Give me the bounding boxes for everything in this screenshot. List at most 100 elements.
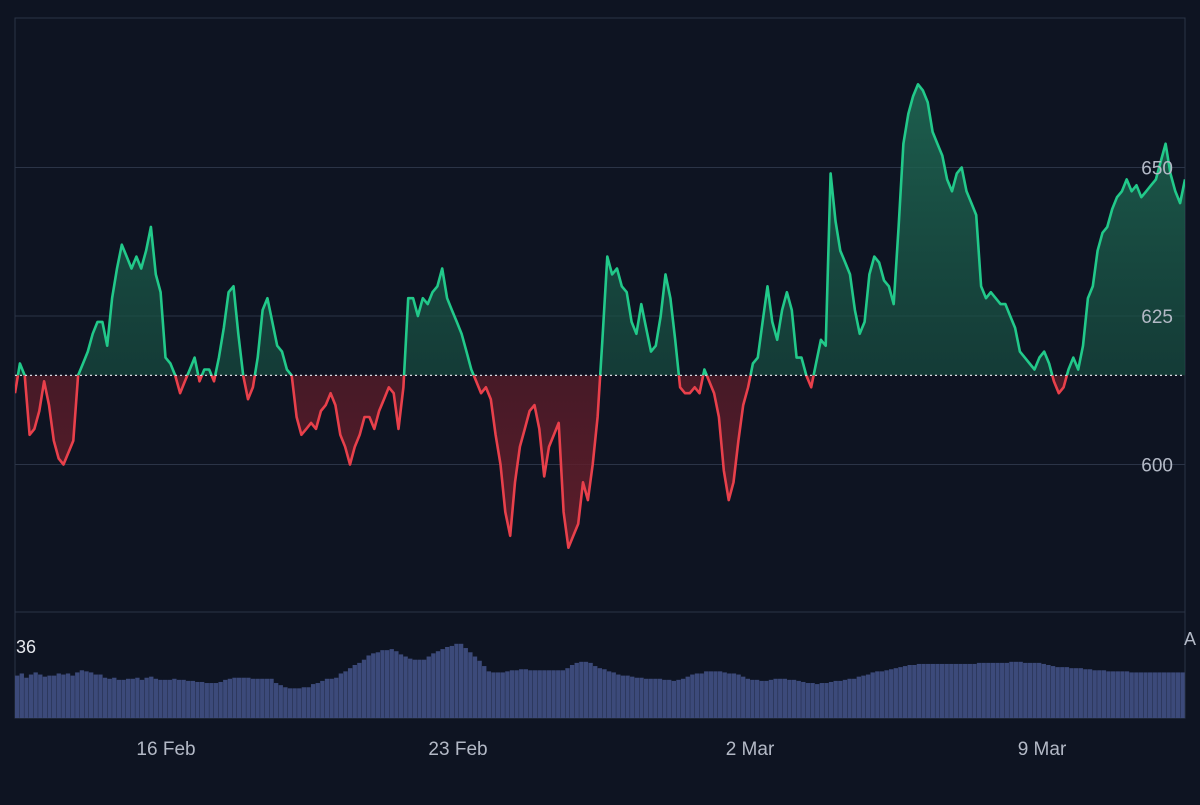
volume-bar xyxy=(583,661,589,718)
volume-bar xyxy=(893,668,898,718)
volume-bar xyxy=(1064,667,1070,718)
volume-bar xyxy=(1027,662,1033,718)
volume-bar xyxy=(357,662,362,718)
volume-bar xyxy=(1074,668,1079,718)
volume-bar xyxy=(463,648,468,718)
volume-bar xyxy=(1124,671,1130,718)
volume-bar xyxy=(532,670,538,718)
volume-bar xyxy=(875,671,880,718)
volume-bar xyxy=(241,677,246,718)
volume-bar xyxy=(694,673,700,718)
volume-bar xyxy=(255,678,260,718)
volume-bar xyxy=(491,672,496,718)
volume-bar xyxy=(139,679,145,718)
volume-bar xyxy=(787,679,792,718)
volume-bar xyxy=(1032,662,1037,718)
volume-bar xyxy=(662,679,667,718)
volume-bar xyxy=(421,659,427,718)
volume-bar xyxy=(412,659,418,718)
volume-bar xyxy=(199,681,205,718)
volume-bar xyxy=(685,676,690,718)
volume-bar xyxy=(981,662,986,718)
volume-bar xyxy=(190,680,196,718)
volume-bar xyxy=(329,678,334,718)
volume-bar xyxy=(810,683,815,718)
x-tick-label-2: 2 Mar xyxy=(726,739,775,760)
volume-bar xyxy=(1175,672,1181,718)
volume-bar xyxy=(366,655,371,718)
volume-bar xyxy=(1092,670,1097,718)
volume-bar xyxy=(61,674,66,718)
volume-bar xyxy=(796,680,801,718)
volume-bar xyxy=(852,678,857,718)
x-tick-label-1: 23 Feb xyxy=(428,739,487,760)
volume-bar xyxy=(209,683,214,718)
volume-bar xyxy=(958,663,963,718)
volume-bar xyxy=(912,665,917,718)
volume-bar xyxy=(167,679,172,718)
volume-bar xyxy=(130,678,135,718)
volume-bar xyxy=(542,670,547,718)
volume-bar xyxy=(482,666,487,718)
volume-bar xyxy=(172,678,177,718)
volume-bar xyxy=(967,663,972,718)
volume-bar xyxy=(602,669,607,718)
volume-right-label: A xyxy=(1184,629,1196,649)
volume-bar xyxy=(574,662,579,718)
volume-bar xyxy=(990,662,996,718)
volume-bar xyxy=(1041,663,1046,718)
volume-bar xyxy=(611,672,616,718)
volume-bar xyxy=(1004,662,1009,718)
volume-bar xyxy=(223,679,228,718)
volume-bar xyxy=(28,674,34,718)
volume-bar xyxy=(398,654,404,718)
volume-bar xyxy=(1115,671,1120,718)
volume-bar xyxy=(1046,665,1051,718)
volume-bar xyxy=(847,678,852,718)
volume-bar xyxy=(556,670,561,718)
volume-bar xyxy=(704,671,709,718)
volume-bar xyxy=(722,672,727,718)
volume-bar xyxy=(70,675,75,718)
volume-bar xyxy=(676,679,681,718)
volume-bar xyxy=(824,683,829,718)
volume-bar xyxy=(195,681,200,718)
volume-bar xyxy=(1134,672,1139,718)
volume-bar xyxy=(315,683,320,718)
volume-bar xyxy=(514,670,519,718)
volume-bar xyxy=(519,669,524,718)
volume-bar xyxy=(648,678,653,718)
volume-bar xyxy=(213,683,219,718)
volume-bar xyxy=(232,677,237,718)
volume-bar xyxy=(505,671,510,718)
y-tick-label-600: 600 xyxy=(1141,456,1173,477)
volume-bar xyxy=(551,670,556,718)
volume-bar xyxy=(93,674,98,718)
y-tick-label-625: 625 xyxy=(1141,307,1173,328)
volume-bar xyxy=(19,673,24,718)
volume-bar xyxy=(472,656,478,718)
volume-bar xyxy=(218,681,223,718)
volume-bar xyxy=(42,676,48,718)
volume-bar xyxy=(445,646,450,718)
volume-bar xyxy=(269,678,274,718)
volume-bar xyxy=(125,678,131,718)
volume-bar xyxy=(1087,669,1093,718)
volume-bar xyxy=(38,674,43,718)
volume-bar xyxy=(630,676,635,718)
volume-bar xyxy=(1157,672,1162,718)
price-area xyxy=(15,83,1185,550)
volume-bar xyxy=(1106,671,1111,718)
volume-bar xyxy=(15,675,20,718)
volume-bar xyxy=(926,663,931,718)
volume-bar xyxy=(546,670,552,718)
volume-bar xyxy=(1060,667,1065,718)
area-fill-below xyxy=(15,375,1185,548)
volume-bars xyxy=(15,643,1185,718)
volume-bar xyxy=(486,671,492,718)
volume-bar xyxy=(435,651,441,718)
volume-bar xyxy=(916,663,922,718)
volume-bar xyxy=(1152,672,1157,718)
volume-bar xyxy=(1050,666,1056,718)
